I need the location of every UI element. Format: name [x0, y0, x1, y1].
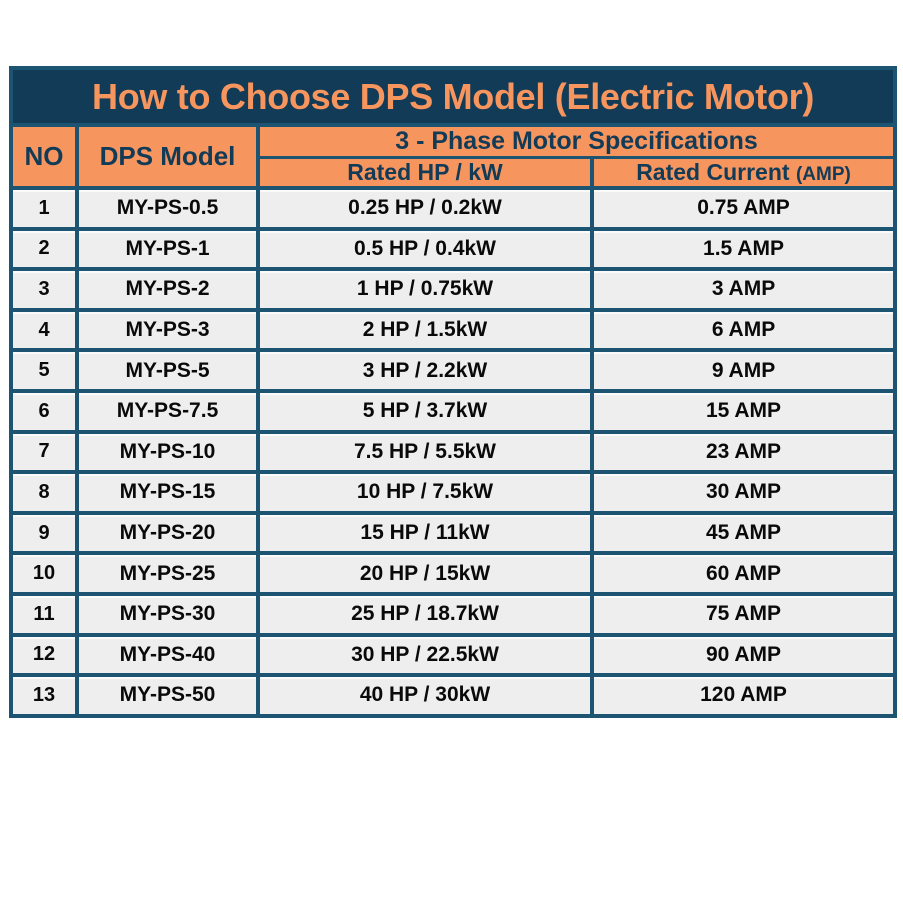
table-header: How to Choose DPS Model (Electric Motor)…	[8, 66, 898, 190]
table-row: 7 MY-PS-10 7.5 HP / 5.5kW 23 AMP	[9, 429, 898, 475]
row-number-cell: 10	[9, 551, 79, 596]
rated-current-cell: 3 AMP	[589, 267, 898, 312]
rated-current-cell: 15 AMP	[589, 388, 898, 434]
rated-current-cell: 0.75 AMP	[589, 186, 898, 231]
dps-model-cell: MY-PS-1	[75, 226, 260, 272]
dps-model-cell: MY-PS-3	[75, 307, 260, 353]
table-row: 12 MY-PS-40 30 HP / 22.5kW 90 AMP	[9, 632, 898, 678]
column-header-rated-current: Rated Current (AMP)	[589, 156, 898, 190]
rated-hp-kw-cell: 1 HP / 0.75kW	[256, 267, 594, 312]
rated-current-cell: 1.5 AMP	[589, 226, 898, 272]
table-row: 9 MY-PS-20 15 HP / 11kW 45 AMP	[9, 510, 898, 556]
dps-model-cell: MY-PS-10	[75, 429, 260, 475]
table-row: 6 MY-PS-7.5 5 HP / 3.7kW 15 AMP	[9, 388, 898, 434]
dps-model-cell: MY-PS-20	[75, 510, 260, 556]
rated-current-cell: 9 AMP	[589, 348, 898, 393]
table-row: 10 MY-PS-25 20 HP / 15kW 60 AMP	[9, 551, 898, 596]
row-number-cell: 8	[9, 470, 79, 515]
header-row-sub: Rated HP / kW Rated Current (AMP)	[11, 156, 898, 190]
row-number-cell: 11	[9, 591, 79, 637]
dps-model-cell: MY-PS-2	[75, 267, 260, 312]
table-row: 5 MY-PS-5 3 HP / 2.2kW 9 AMP	[9, 348, 898, 393]
table-row: 1 MY-PS-0.5 0.25 HP / 0.2kW 0.75 AMP	[9, 186, 898, 231]
dps-model-cell: MY-PS-30	[75, 591, 260, 637]
table-body: 1 MY-PS-0.5 0.25 HP / 0.2kW 0.75 AMP 2 MY-PS-…	[9, 186, 898, 718]
page-title: How to Choose DPS Model (Electric Motor)	[8, 66, 898, 127]
dps-model-cell: MY-PS-25	[75, 551, 260, 596]
table-row: 11 MY-PS-30 25 HP / 18.7kW 75 AMP	[9, 591, 898, 637]
dps-model-cell: MY-PS-15	[75, 470, 260, 515]
rated-current-cell: 120 AMP	[589, 673, 898, 718]
dps-model-table: How to Choose DPS Model (Electric Motor)…	[8, 66, 898, 718]
row-number-cell: 4	[9, 307, 79, 353]
row-number-cell: 13	[9, 673, 79, 718]
rated-hp-kw-cell: 15 HP / 11kW	[256, 510, 594, 556]
row-number-cell: 2	[9, 226, 79, 272]
column-header-no: NO	[9, 123, 79, 190]
rated-hp-kw-cell: 0.5 HP / 0.4kW	[256, 226, 594, 272]
rated-hp-kw-cell: 10 HP / 7.5kW	[256, 470, 594, 515]
rated-hp-kw-cell: 3 HP / 2.2kW	[256, 348, 594, 393]
dps-model-cell: MY-PS-0.5	[75, 186, 260, 231]
table-row: 3 MY-PS-2 1 HP / 0.75kW 3 AMP	[9, 267, 898, 312]
title-row: How to Choose DPS Model (Electric Motor)	[8, 66, 898, 127]
rated-current-cell: 60 AMP	[589, 551, 898, 596]
table-row: 13 MY-PS-50 40 HP / 30kW 120 AMP	[9, 673, 898, 718]
row-number-cell: 3	[9, 267, 79, 312]
table-row: 8 MY-PS-15 10 HP / 7.5kW 30 AMP	[9, 470, 898, 515]
row-number-cell: 6	[9, 388, 79, 434]
rated-hp-kw-cell: 20 HP / 15kW	[256, 551, 594, 596]
row-number-cell: 1	[9, 186, 79, 231]
rated-hp-kw-cell: 25 HP / 18.7kW	[256, 591, 594, 637]
dps-model-cell: MY-PS-40	[75, 632, 260, 678]
column-header-rated-hp-kw: Rated HP / kW	[256, 156, 594, 190]
rated-current-label: Rated Current	[636, 159, 790, 185]
rated-hp-kw-cell: 5 HP / 3.7kW	[256, 388, 594, 434]
column-header-dps-model: DPS Model	[75, 123, 260, 190]
rated-hp-kw-cell: 2 HP / 1.5kW	[256, 307, 594, 353]
rated-current-cell: 75 AMP	[589, 591, 898, 637]
rated-current-unit-label: (AMP)	[795, 164, 851, 185]
rated-hp-kw-cell: 30 HP / 22.5kW	[256, 632, 594, 678]
row-number-cell: 12	[9, 632, 79, 678]
table-row: 2 MY-PS-1 0.5 HP / 0.4kW 1.5 AMP	[9, 226, 898, 272]
row-number-cell: 9	[9, 510, 79, 556]
row-number-cell: 7	[9, 429, 79, 475]
dps-model-cell: MY-PS-5	[75, 348, 260, 393]
rated-hp-kw-cell: 7.5 HP / 5.5kW	[256, 429, 594, 475]
dps-model-cell: MY-PS-50	[75, 673, 260, 718]
row-number-cell: 5	[9, 348, 79, 393]
rated-current-cell: 6 AMP	[589, 307, 898, 353]
header-row-group: NO DPS Model 3 - Phase Motor Specificati…	[9, 123, 898, 190]
rated-current-cell: 90 AMP	[589, 632, 898, 678]
column-group-header-3-phase-specs: 3 - Phase Motor Specifications	[255, 123, 898, 159]
rated-current-cell: 23 AMP	[589, 429, 898, 475]
table-row: 4 MY-PS-3 2 HP / 1.5kW 6 AMP	[9, 307, 898, 353]
rated-current-cell: 45 AMP	[589, 510, 898, 556]
rated-current-cell: 30 AMP	[589, 470, 898, 515]
dps-model-cell: MY-PS-7.5	[75, 388, 260, 434]
rated-hp-kw-cell: 40 HP / 30kW	[256, 673, 594, 718]
rated-hp-kw-cell: 0.25 HP / 0.2kW	[256, 186, 594, 231]
